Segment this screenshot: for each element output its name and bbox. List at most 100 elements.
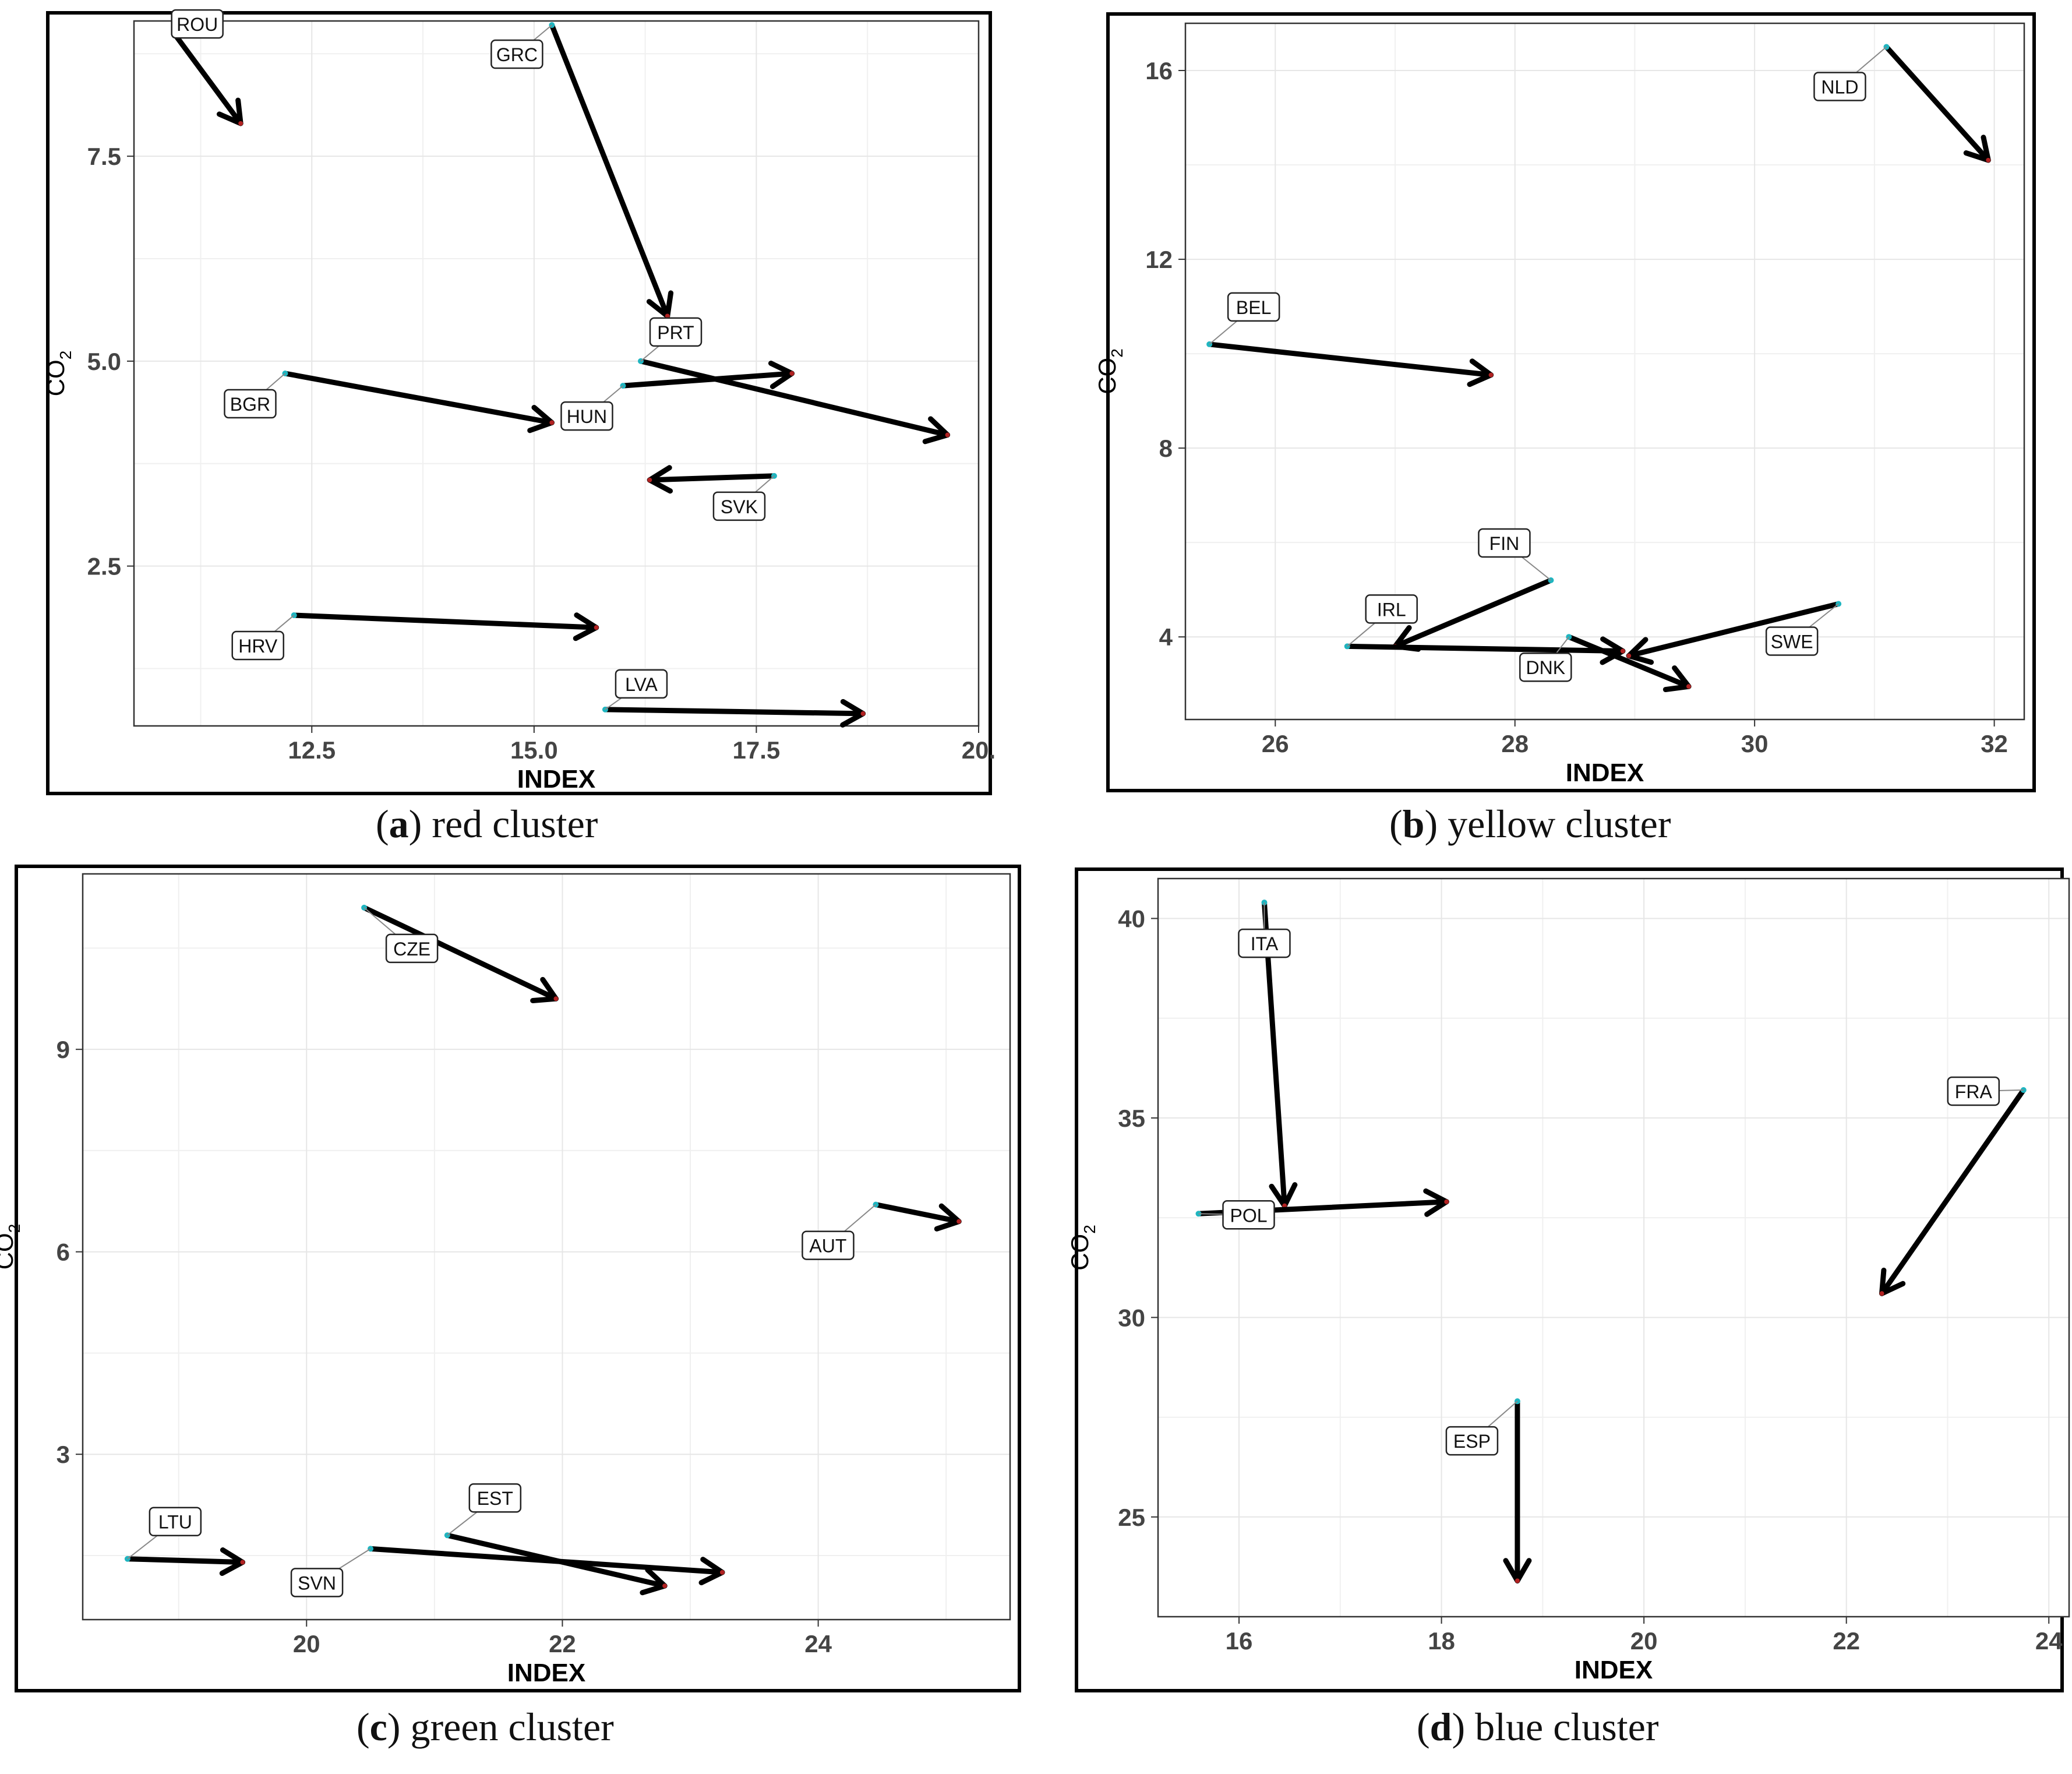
label-box xyxy=(290,1568,344,1597)
x-axis-title: INDEX xyxy=(1566,759,1644,787)
point-label: ITA xyxy=(1251,933,1279,954)
end-point xyxy=(1986,157,1991,163)
arrow-shaft xyxy=(444,1532,668,1589)
end-point xyxy=(945,432,950,438)
caption-d: (d) blue cluster xyxy=(1417,1705,1659,1749)
point-label: POL xyxy=(1230,1205,1267,1226)
end-point xyxy=(860,711,866,716)
arrow-esp: ESP xyxy=(1445,1398,1532,1583)
label-box xyxy=(1222,1200,1275,1230)
caption-a-letter: a xyxy=(389,802,409,846)
point-label: SVK xyxy=(721,496,758,517)
label-box xyxy=(1519,652,1572,682)
y-tick-label: 4 xyxy=(1159,623,1173,651)
arrow-shaft xyxy=(638,358,951,438)
arrow-cze: CZE xyxy=(361,904,559,1004)
label-box xyxy=(1238,928,1291,958)
end-point xyxy=(1515,1578,1520,1583)
arrow-shaft xyxy=(602,707,866,717)
label-box xyxy=(490,39,543,69)
arrow-shaft xyxy=(125,1556,245,1565)
arrow-shaft xyxy=(1883,44,1991,163)
point-label: CZE xyxy=(393,939,430,960)
panel-yellow-cluster: 26 28 30 32 4 8 12 16 INDEX CO2 NLD BEL FIN IRL DNK SWE xyxy=(1093,12,2036,792)
arrow-lva: LVA xyxy=(602,669,866,728)
label-box xyxy=(1478,528,1531,558)
arrow-rou: ROU xyxy=(171,9,243,126)
end-point xyxy=(1626,653,1632,658)
arrow-shaft xyxy=(1392,577,1554,649)
label-box xyxy=(385,933,439,964)
y-tick-label: 12 xyxy=(1145,246,1173,273)
label-box xyxy=(1227,292,1280,322)
label-box xyxy=(712,491,766,521)
label-box xyxy=(560,401,613,431)
arrow-shaft xyxy=(361,905,559,1001)
point-label: LVA xyxy=(625,674,658,695)
caption-a-text: red cluster xyxy=(432,802,598,846)
arrow-shaft xyxy=(620,371,795,389)
x-tick-label: 28 xyxy=(1501,730,1529,757)
y-tick-label: 7.5 xyxy=(87,143,121,170)
y-tick-label: 16 xyxy=(1145,57,1173,84)
arrow-hun: HUN xyxy=(560,361,795,431)
point-label: SWE xyxy=(1771,632,1813,653)
y-tick-label: 35 xyxy=(1118,1105,1145,1132)
plot-border xyxy=(1184,22,2025,721)
x-tick-label: 18 xyxy=(1428,1627,1455,1655)
end-point xyxy=(1686,684,1691,689)
y-tick-label: 8 xyxy=(1159,435,1173,462)
point-label: HRV xyxy=(238,636,278,657)
caption-a: (a) red cluster xyxy=(376,802,598,846)
arrow-pol: POL xyxy=(1195,1188,1449,1230)
label-box xyxy=(231,630,284,661)
arrow-nld: NLD xyxy=(1813,44,1991,163)
arrow-shaft xyxy=(1344,643,1626,654)
label-box xyxy=(615,669,668,699)
x-axis-title: INDEX xyxy=(507,1659,585,1687)
arrow-grc: GRC xyxy=(490,22,674,319)
arrow-shaft xyxy=(1206,341,1494,378)
y-tick-label: 25 xyxy=(1118,1504,1145,1531)
caption-d-text: blue cluster xyxy=(1475,1705,1659,1749)
end-point xyxy=(647,477,652,482)
arrow-prt: PRT xyxy=(638,317,951,445)
arrow-bel: BEL xyxy=(1206,292,1494,387)
end-point xyxy=(719,1570,725,1575)
arrow-shaft xyxy=(1566,634,1692,689)
end-point xyxy=(238,121,243,126)
point-label: PRT xyxy=(657,322,694,343)
plot-background xyxy=(134,21,979,726)
label-box xyxy=(1813,72,1866,101)
x-axis-title: INDEX xyxy=(517,765,595,793)
caption-d-letter: d xyxy=(1429,1705,1452,1749)
point-label: ESP xyxy=(1453,1431,1491,1452)
arrow-fin: FIN xyxy=(1392,528,1554,652)
caption-c-letter: c xyxy=(369,1705,387,1749)
arrow-irl: IRL xyxy=(1344,594,1626,665)
end-point xyxy=(662,1583,668,1589)
point-label: AUT xyxy=(809,1236,846,1257)
arrow-aut: AUT xyxy=(802,1201,962,1260)
y-tick-label: 30 xyxy=(1118,1304,1145,1331)
y-tick-label: 3 xyxy=(57,1441,70,1468)
x-tick-label: 15.0 xyxy=(510,736,558,764)
point-label: BEL xyxy=(1236,297,1271,318)
plot-border xyxy=(1157,877,2070,1618)
label-box xyxy=(224,389,277,419)
x-tick-label: 26 xyxy=(1262,730,1289,757)
point-label: NLD xyxy=(1821,77,1858,98)
arrow-ita: ITA xyxy=(1238,900,1298,1209)
plot-background xyxy=(1158,879,2069,1617)
point-label: LTU xyxy=(158,1512,192,1533)
end-point xyxy=(956,1219,962,1224)
arrow-ltu: LTU xyxy=(124,1507,245,1577)
end-point xyxy=(549,420,555,425)
arrow-shaft xyxy=(291,612,599,630)
x-tick-label: 22 xyxy=(1833,1627,1860,1655)
end-point xyxy=(1879,1291,1884,1296)
y-tick-label: 6 xyxy=(57,1239,70,1266)
label-box xyxy=(1947,1076,2000,1106)
